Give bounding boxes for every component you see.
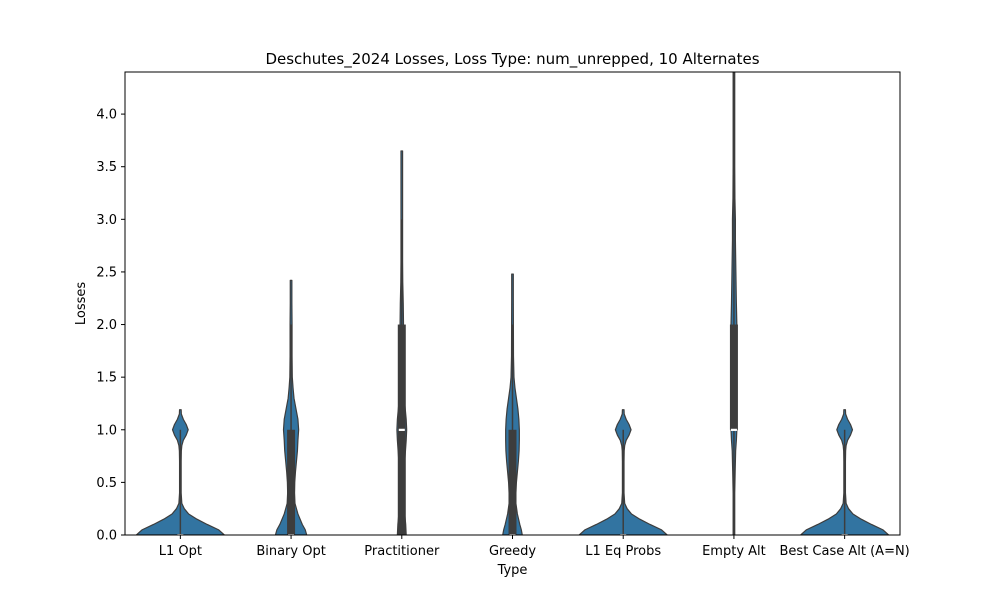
y-axis-label: Losses — [74, 282, 89, 326]
violin-median-marker — [730, 428, 737, 431]
x-axis-ticks: L1 Opt Binary Opt Practitioner Greedy L1 Eq … — [159, 535, 910, 559]
x-axis-label: Type — [497, 563, 528, 578]
violin-median-marker — [398, 428, 405, 431]
y-tick-label: 3.0 — [96, 213, 117, 228]
x-tick-label: Best Case Alt (A=N) — [780, 544, 910, 559]
y-tick-label: 1.0 — [96, 423, 117, 438]
x-tick-label: Binary Opt — [256, 544, 326, 559]
x-tick-label: L1 Opt — [159, 544, 202, 559]
x-tick-label: Empty Alt — [702, 544, 766, 559]
y-tick-label: 2.5 — [96, 265, 117, 280]
violin-iqr-box — [508, 429, 517, 535]
y-tick-label: 4.0 — [96, 108, 117, 123]
y-axis-ticks: 0.0 0.5 1.0 1.5 2.0 2.5 3.0 3.5 4.0 — [96, 108, 125, 544]
y-tick-label: 1.5 — [96, 371, 117, 386]
y-tick-label: 2.0 — [96, 318, 117, 333]
y-tick-label: 3.5 — [96, 160, 117, 175]
y-tick-label: 0.0 — [96, 529, 117, 544]
y-tick-label: 0.5 — [96, 476, 117, 491]
chart-title: Deschutes_2024 Losses, Loss Type: num_un… — [265, 50, 759, 69]
x-tick-label: Greedy — [489, 544, 536, 559]
violins-layer — [135, 72, 890, 535]
violin-iqr-box — [729, 324, 738, 430]
x-tick-label: L1 Eq Probs — [585, 544, 661, 559]
violin-iqr-box — [287, 429, 296, 535]
x-tick-label: Practitioner — [364, 544, 440, 559]
